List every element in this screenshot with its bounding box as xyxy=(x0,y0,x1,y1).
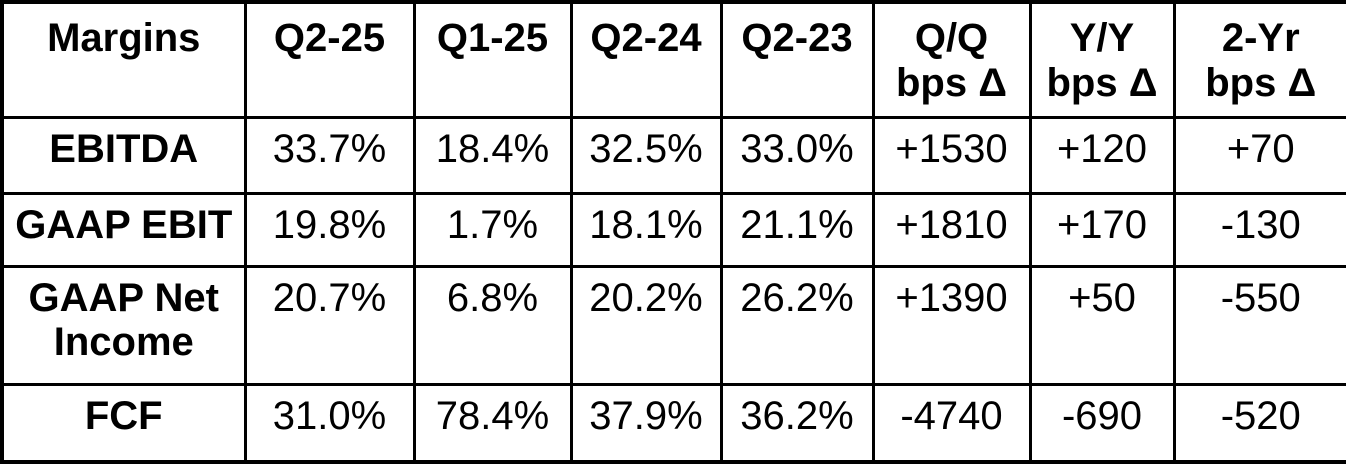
data-cell: +1810 xyxy=(871,191,1032,268)
data-cell: 26.2% xyxy=(719,264,875,386)
table-row-gaap-net-income: GAAP Net Income 20.7% 6.8% 20.2% 26.2% +… xyxy=(0,264,1346,386)
data-cell: 33.7% xyxy=(243,115,416,195)
data-cell: 18.4% xyxy=(412,115,573,195)
header-cell-q2-25: Q2-25 xyxy=(243,0,416,119)
header-cell-margins: Margins xyxy=(0,0,247,119)
row-label-gaap-net-income: GAAP Net Income xyxy=(0,264,247,386)
data-cell: -690 xyxy=(1028,382,1176,464)
header-cell-qq-bps: Q/Q bps Δ xyxy=(871,0,1032,119)
data-cell: 19.8% xyxy=(243,191,416,268)
row-label-ebitda: EBITDA xyxy=(0,115,247,195)
header-row: Margins Q2-25 Q1-25 Q2-24 Q2-23 Q/Q bps … xyxy=(0,0,1346,119)
data-cell: -550 xyxy=(1172,264,1346,386)
data-cell: 31.0% xyxy=(243,382,416,464)
header-cell-q1-25: Q1-25 xyxy=(412,0,573,119)
header-cell-q2-23: Q2-23 xyxy=(719,0,875,119)
data-cell: +70 xyxy=(1172,115,1346,195)
table-row-gaap-ebit: GAAP EBIT 19.8% 1.7% 18.1% 21.1% +1810 +… xyxy=(0,191,1346,268)
row-label-gaap-ebit: GAAP EBIT xyxy=(0,191,247,268)
data-cell: 20.2% xyxy=(569,264,723,386)
data-cell: 21.1% xyxy=(719,191,875,268)
data-cell: 37.9% xyxy=(569,382,723,464)
table-row-ebitda: EBITDA 33.7% 18.4% 32.5% 33.0% +1530 +12… xyxy=(0,115,1346,195)
data-cell: 1.7% xyxy=(412,191,573,268)
data-cell: +1390 xyxy=(871,264,1032,386)
data-cell: 18.1% xyxy=(569,191,723,268)
data-cell: 33.0% xyxy=(719,115,875,195)
data-cell: +50 xyxy=(1028,264,1176,386)
header-cell-yy-bps: Y/Y bps Δ xyxy=(1028,0,1176,119)
data-cell: 36.2% xyxy=(719,382,875,464)
data-cell: -130 xyxy=(1172,191,1346,268)
data-cell: 6.8% xyxy=(412,264,573,386)
data-cell: -4740 xyxy=(871,382,1032,464)
data-cell: +1530 xyxy=(871,115,1032,195)
data-cell: 32.5% xyxy=(569,115,723,195)
header-cell-2yr-bps: 2-Yr bps Δ xyxy=(1172,0,1346,119)
data-cell: -520 xyxy=(1172,382,1346,464)
data-cell: +170 xyxy=(1028,191,1176,268)
data-cell: 78.4% xyxy=(412,382,573,464)
table-row-fcf: FCF 31.0% 78.4% 37.9% 36.2% -4740 -690 -… xyxy=(0,382,1346,464)
row-label-fcf: FCF xyxy=(0,382,247,464)
data-cell: +120 xyxy=(1028,115,1176,195)
header-cell-q2-24: Q2-24 xyxy=(569,0,723,119)
data-cell: 20.7% xyxy=(243,264,416,386)
